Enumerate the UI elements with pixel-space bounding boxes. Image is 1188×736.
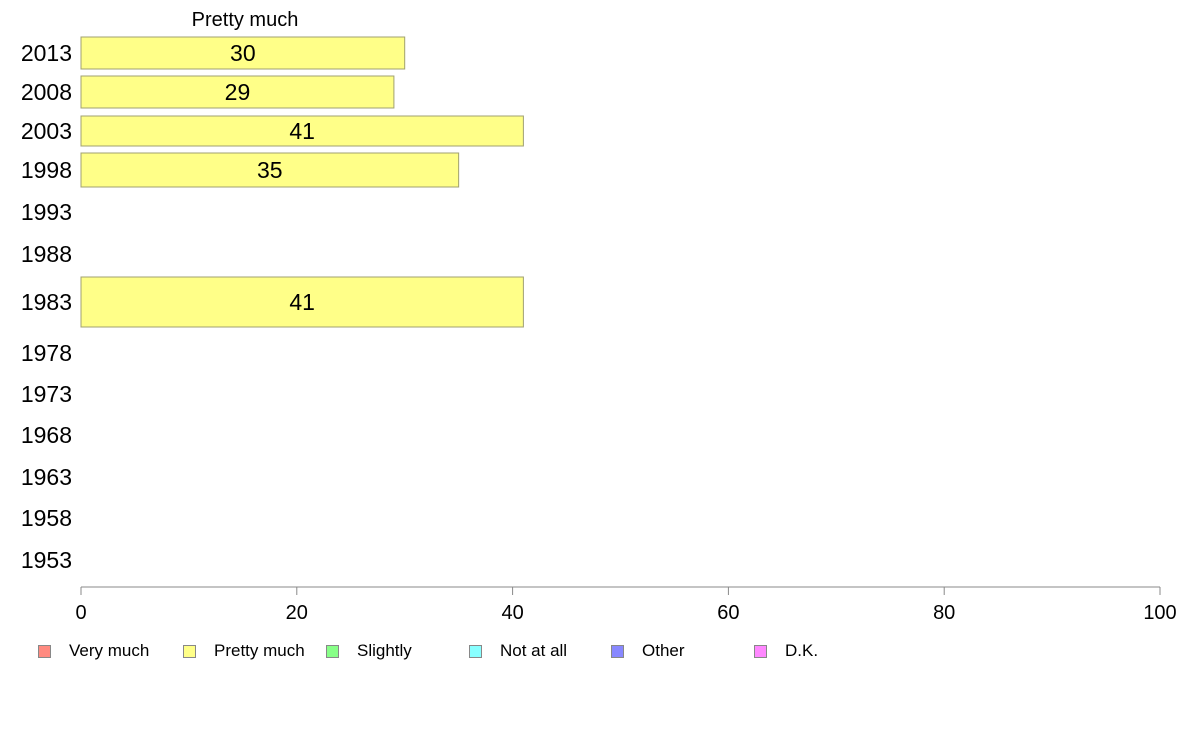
- bar: [80, 276, 524, 328]
- legend-label: Very much: [69, 641, 150, 660]
- legend-swatch: [183, 644, 196, 658]
- legend-item: Very much: [38, 640, 149, 662]
- y-tick-label: 2008: [21, 79, 72, 105]
- bar-value-label: 41: [289, 118, 315, 144]
- legend-label: Slightly: [357, 641, 412, 660]
- legend-swatch: [611, 644, 624, 658]
- y-tick-label: 1963: [21, 464, 72, 490]
- x-tick-label: 80: [933, 602, 955, 624]
- bar: [80, 75, 395, 109]
- y-tick-label: 1993: [21, 199, 72, 225]
- legend-swatch: [469, 644, 482, 658]
- legend-swatch: [754, 644, 767, 658]
- y-tick-label: 1973: [21, 381, 72, 407]
- x-axis: 0 20 40 60 80 100: [75, 586, 1177, 624]
- chart-title: Pretty much: [192, 9, 299, 31]
- y-tick-label: 1998: [21, 157, 72, 183]
- x-tick-label: 40: [501, 602, 523, 624]
- legend-label: D.K.: [785, 641, 819, 660]
- bar-value-label: 35: [257, 157, 283, 183]
- legend-item: D.K.: [754, 640, 818, 662]
- legend: Very much Pretty much Slightly Not at all Ot…: [38, 640, 1138, 662]
- legend-swatch: [38, 644, 51, 658]
- x-tick-label: 60: [717, 602, 739, 624]
- legend-item: Other: [611, 640, 685, 662]
- legend-label: Other: [642, 641, 685, 660]
- bar-value-label: 41: [289, 289, 315, 315]
- legend-item: Pretty much: [183, 640, 305, 662]
- legend-swatch: [326, 644, 339, 658]
- legend-item: Slightly: [326, 640, 412, 662]
- y-tick-label: 1978: [21, 340, 72, 366]
- bar-value-label: 30: [230, 40, 256, 66]
- bar: [80, 152, 460, 188]
- bar: [80, 115, 524, 147]
- x-tick-label: 100: [1143, 602, 1176, 624]
- y-tick-label: 1988: [21, 241, 72, 267]
- y-tick-label: 1953: [21, 547, 72, 573]
- y-tick-label: 1958: [21, 505, 72, 531]
- y-tick-label: 2003: [21, 118, 72, 144]
- legend-label: Pretty much: [214, 641, 305, 660]
- x-tick-label: 20: [286, 602, 308, 624]
- legend-item: Not at all: [469, 640, 567, 662]
- y-tick-label: 1983: [21, 289, 72, 315]
- bar: [80, 36, 406, 70]
- legend-label: Not at all: [500, 641, 568, 660]
- y-tick-label: 2013: [21, 40, 72, 66]
- y-tick-label: 1968: [21, 422, 72, 448]
- x-tick-label: 0: [75, 602, 86, 624]
- bar-value-label: 29: [225, 79, 251, 105]
